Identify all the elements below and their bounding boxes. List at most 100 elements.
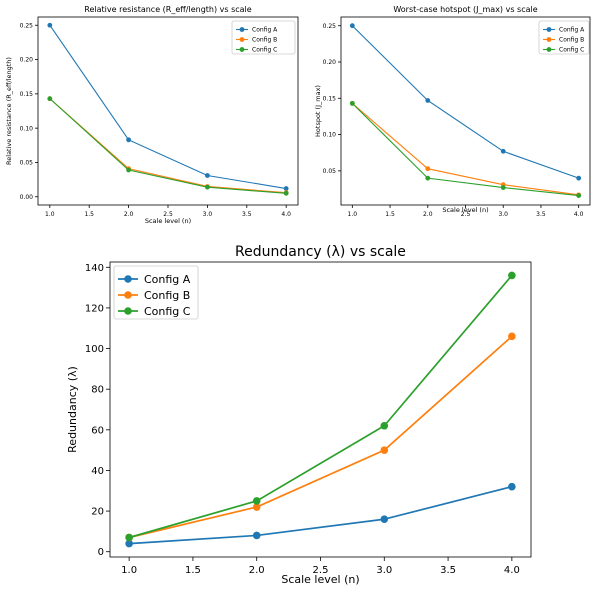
series-line-config-a (351, 25, 579, 179)
data-point-config-a (47, 22, 53, 28)
series-line-config-b (351, 102, 579, 196)
y-tick-label: 0 (98, 547, 104, 558)
data-point-config-a (425, 98, 431, 103)
legend-label: Config B (144, 289, 190, 302)
y-axis-label: Relative resistance (R_eff/length) (5, 57, 13, 165)
x-tick-label: 3.0 (376, 565, 392, 576)
series-line-config-a (49, 24, 287, 190)
data-point-config-a (349, 23, 355, 29)
x-tick-label: 4.0 (281, 211, 291, 218)
data-point-config-c (204, 184, 210, 190)
x-tick-label: 1.0 (348, 211, 358, 218)
legend-marker (546, 47, 552, 52)
data-point-config-c (425, 175, 431, 181)
x-tick-label: 1.5 (185, 565, 201, 576)
data-point-config-a (283, 186, 289, 191)
legend-label: Config A (144, 273, 191, 286)
legend-label: Config B (559, 37, 584, 44)
y-tick-label: 0.15 (20, 91, 34, 98)
chart-title: Worst-case hotspot (J_max) vs scale (393, 5, 537, 14)
y-tick-label: 0.20 (323, 59, 337, 66)
legend: Config A Config B Config C (231, 20, 296, 55)
x-tick-label: 3.5 (536, 211, 546, 218)
x-tick-label: 2.5 (163, 211, 173, 218)
legend-label: Config C (144, 305, 191, 318)
x-tick-label: 1.5 (385, 211, 395, 218)
y-tick-label: 0.10 (323, 132, 337, 139)
x-axis-label: Scale level (n) (442, 206, 488, 214)
y-tick-label: 80 (91, 385, 104, 396)
y-tick-label: 60 (91, 425, 104, 436)
x-tick-label: 4.0 (504, 565, 520, 576)
series-line-config-c (49, 98, 287, 194)
y-tick-label: 100 (85, 344, 104, 355)
legend: Config A Config B Config C (538, 20, 590, 55)
series-line-config-c (351, 102, 579, 197)
chart-title: Redundancy (λ) vs scale (235, 244, 406, 260)
y-tick-label: 40 (91, 466, 104, 477)
legend-marker (124, 307, 132, 315)
x-tick-label: 3.5 (242, 211, 252, 218)
x-tick-label: 2.0 (423, 211, 433, 218)
y-tick-label: 140 (85, 263, 104, 274)
data-point-config-a (508, 482, 516, 491)
legend-label: Config A (252, 27, 278, 34)
plot-frame (340, 16, 591, 206)
legend-marker (239, 37, 245, 42)
y-tick-label: 0.05 (323, 168, 337, 175)
legend: Config A Config B Config C (113, 265, 199, 320)
legend-label: Config C (252, 47, 277, 54)
legend-label: Config B (252, 37, 277, 44)
legend-label: Config A (559, 27, 585, 34)
data-point-config-c (47, 96, 53, 102)
data-point-config-c (283, 190, 289, 196)
data-point-config-c (576, 193, 582, 198)
x-tick-label: 4.0 (574, 211, 584, 218)
x-tick-label: 3.0 (203, 211, 213, 218)
x-tick-label: 1.0 (45, 211, 55, 218)
plot-frame (109, 261, 532, 558)
data-point-config-a (204, 173, 210, 178)
data-point-config-a (380, 515, 389, 524)
y-tick-label: 0.25 (20, 22, 34, 29)
data-point-config-c (126, 167, 132, 173)
y-tick-label: 0.25 (323, 23, 337, 30)
data-point-config-a (500, 148, 506, 154)
legend-marker (124, 291, 132, 299)
x-tick-label: 3.5 (440, 565, 456, 576)
chart-title: Relative resistance (R_eff/length) vs sc… (84, 5, 251, 14)
series-line-config-c (128, 274, 513, 539)
x-tick-label: 1.0 (121, 565, 137, 576)
data-point-config-c (508, 271, 516, 280)
data-point-config-a (126, 137, 132, 143)
legend-marker (546, 37, 552, 42)
legend-marker (546, 27, 552, 32)
x-tick-label: 2.5 (313, 565, 329, 576)
chart-resistance: Relative resistance (R_eff/length) vs sc… (5, 5, 299, 225)
plot-frame (37, 16, 299, 206)
x-tick-label: 2.0 (124, 211, 134, 218)
series-line-config-a (129, 485, 513, 545)
data-point-config-a (576, 175, 582, 181)
x-axis-label: Scale level (n) (281, 573, 359, 586)
data-point-config-c (349, 100, 355, 106)
series-line-config-b (128, 335, 513, 539)
y-tick-label: 0.15 (323, 95, 337, 102)
data-point-config-a (125, 539, 133, 548)
y-tick-label: 0.20 (20, 57, 34, 64)
y-axis-label: Hotspot (J_max) (314, 85, 322, 137)
chart-redundancy: Redundancy (λ) vs scale 1.0 1.5 2.0 2.5 3.0 3.… (66, 244, 532, 586)
x-axis-label: Scale level (n) (145, 217, 191, 225)
data-point-config-b (508, 332, 516, 341)
data-point-config-c (380, 421, 389, 430)
data-point-config-b (425, 166, 431, 172)
legend-marker (239, 27, 245, 32)
data-point-config-b (252, 503, 261, 511)
x-tick-label: 2.0 (249, 565, 265, 576)
legend-marker (239, 47, 245, 52)
y-axis-label: Redundancy (λ) (66, 366, 79, 453)
legend-marker (124, 275, 132, 283)
data-point-config-c (252, 497, 261, 505)
